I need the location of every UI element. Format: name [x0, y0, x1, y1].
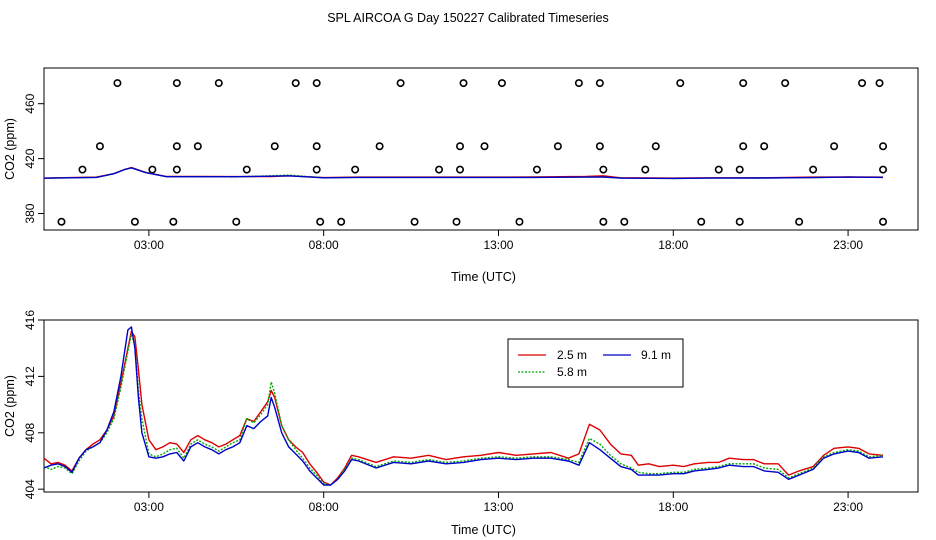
calibration-point [697, 217, 706, 226]
calibration-point [214, 79, 223, 88]
calibration-point [781, 79, 790, 88]
calibration-point [169, 217, 178, 226]
calibration-point [515, 217, 524, 226]
calibration-point [270, 142, 279, 151]
legend-label-2-5m: 2.5 m [557, 348, 587, 362]
y-tick-label: 416 [23, 310, 37, 330]
x-tick-label: 13:00 [483, 238, 513, 252]
calibration-point [620, 217, 629, 226]
y-tick-label: 404 [23, 479, 37, 499]
calibration-point [312, 165, 321, 174]
calibration-point [242, 165, 251, 174]
x-tick-label: 08:00 [309, 238, 339, 252]
x-tick-label: 03:00 [134, 238, 164, 252]
calibration-point [875, 79, 884, 88]
x-tick-label: 18:00 [658, 500, 688, 514]
calibration-point [879, 165, 888, 174]
legend-label-9-1m: 9.1 m [641, 348, 671, 362]
y-tick-label: 412 [23, 366, 37, 386]
series-line-9-1-m [43, 326, 884, 486]
calibration-point [312, 142, 321, 151]
y-axis-label: CO2 (ppm) [3, 118, 17, 180]
legend-label-5-8m: 5.8 m [557, 365, 587, 379]
x-axis-label: Time (UTC) [451, 270, 516, 284]
calibration-point [452, 217, 461, 226]
calibration-point [532, 165, 541, 174]
calibration-point [739, 142, 748, 151]
calibration-point [291, 79, 300, 88]
x-tick-label: 23:00 [833, 500, 863, 514]
calibration-point [57, 217, 66, 226]
calibration-point [879, 142, 888, 151]
calibration-point [232, 217, 241, 226]
calibration-point [553, 142, 562, 151]
calibration-point [480, 142, 489, 151]
calibration-point [456, 142, 465, 151]
y-tick-label: 460 [23, 93, 37, 113]
y-tick-label: 408 [23, 422, 37, 442]
calibration-point [312, 79, 321, 88]
y-tick-label: 420 [23, 148, 37, 168]
calibration-point [113, 79, 122, 88]
calibration-point [595, 142, 604, 151]
panel-top-calibrated: 03:00 08:00 13:00 18:00 23:00 380 420 460 Time … [3, 67, 919, 284]
calibration-point [735, 217, 744, 226]
calibration-point [316, 217, 325, 226]
calibration-point [714, 165, 723, 174]
plot-frame [43, 319, 919, 493]
y-axis-label: CO2 (ppm) [3, 375, 17, 437]
calibration-point [651, 142, 660, 151]
calibration-point [574, 79, 583, 88]
x-tick-label: 23:00 [833, 238, 863, 252]
calibration-point [879, 217, 888, 226]
calibration-point [830, 142, 839, 151]
calibration-markers [57, 79, 888, 226]
calibration-point [337, 217, 346, 226]
plot-frame [43, 67, 919, 231]
page-title: SPL AIRCOA G Day 150227 Calibrated Times… [327, 11, 609, 25]
x-tick-label: 08:00 [309, 500, 339, 514]
calibration-point [595, 79, 604, 88]
calibration-point [95, 142, 104, 151]
calibration-point [410, 217, 419, 226]
legend: 2.5 m 5.8 m 9.1 m [507, 338, 684, 388]
legend-box [507, 338, 684, 388]
calibration-point [599, 217, 608, 226]
x-tick-label: 13:00 [483, 500, 513, 514]
calibration-point [760, 142, 769, 151]
series-line-9-1-m [43, 167, 884, 180]
panel-bottom-timeseries: 03:00 08:00 13:00 18:00 23:00 404 408 412 416 Ti… [3, 310, 919, 537]
calibration-point [456, 165, 465, 174]
calibration-point [809, 165, 818, 174]
calibration-point [193, 142, 202, 151]
calibration-point [172, 165, 181, 174]
calibration-point [130, 217, 139, 226]
calibration-point [735, 165, 744, 174]
calibration-point [172, 142, 181, 151]
x-tick-label: 18:00 [658, 238, 688, 252]
calibration-point [148, 165, 157, 174]
calibration-point [396, 79, 405, 88]
calibration-point [599, 165, 608, 174]
calibration-point [739, 79, 748, 88]
y-tick-label: 380 [23, 203, 37, 223]
calibration-point [858, 79, 867, 88]
calibration-point [795, 217, 804, 226]
calibration-point [497, 79, 506, 88]
calibration-point [172, 79, 181, 88]
calibration-point [351, 165, 360, 174]
x-axis-label: Time (UTC) [451, 523, 516, 537]
x-tick-label: 03:00 [134, 500, 164, 514]
calibration-point [435, 165, 444, 174]
calibration-point [375, 142, 384, 151]
calibration-point [78, 165, 87, 174]
calibration-point [459, 79, 468, 88]
calibration-point [641, 165, 650, 174]
calibration-point [676, 79, 685, 88]
